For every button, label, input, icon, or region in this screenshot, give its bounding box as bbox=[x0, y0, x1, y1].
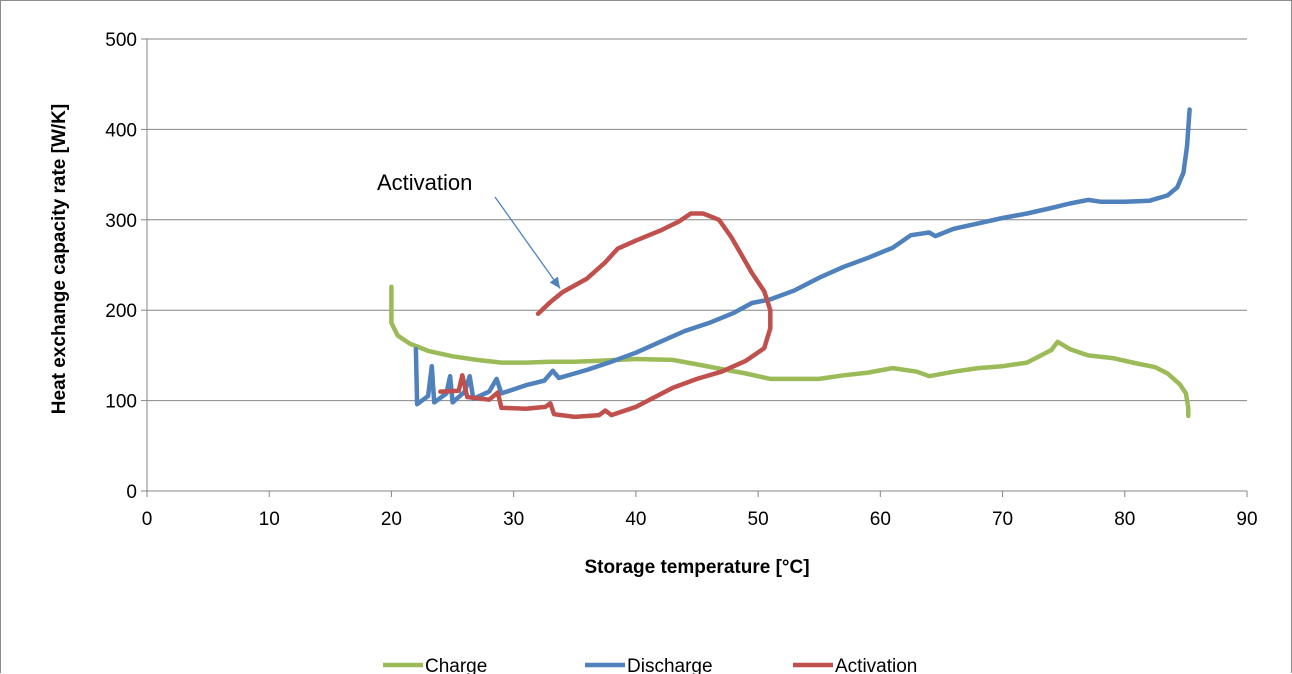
x-tick-label: 90 bbox=[1236, 509, 1257, 530]
y-tick-label: 200 bbox=[105, 301, 137, 322]
y-tick-label: 400 bbox=[105, 120, 137, 141]
x-tick-label: 50 bbox=[748, 509, 769, 530]
legend: Charge Discharge Activation bbox=[383, 656, 917, 674]
x-tick-label: 70 bbox=[992, 509, 1013, 530]
legend-label: Activation bbox=[835, 656, 917, 674]
x-tick-label: 10 bbox=[259, 509, 280, 530]
gridlines bbox=[147, 38, 1247, 402]
x-tick-label: 60 bbox=[870, 509, 891, 530]
series-line-charge bbox=[389, 284, 1191, 419]
x-tick-label: 40 bbox=[625, 509, 646, 530]
annotation-arrow bbox=[494, 196, 561, 289]
series-lines bbox=[389, 107, 1192, 420]
y-tick-label: 300 bbox=[105, 211, 137, 232]
y-tick-label: 500 bbox=[105, 30, 137, 51]
y-tick-label: 100 bbox=[105, 392, 137, 413]
annotation-label: Activation bbox=[377, 170, 472, 195]
annotation: Activation bbox=[377, 170, 561, 289]
x-tick-label: 80 bbox=[1114, 509, 1135, 530]
legend-item-discharge: Discharge bbox=[585, 656, 713, 674]
y-tick-label: 0 bbox=[126, 482, 137, 503]
x-tick-label: 0 bbox=[142, 509, 153, 530]
series-line-activation bbox=[438, 211, 773, 420]
axes: 0 100 200 300 400 500 0 10 20 30 40 50 60 70 80 90 bbox=[105, 30, 1257, 530]
x-tick-label: 20 bbox=[381, 509, 402, 530]
series-line-discharge bbox=[413, 107, 1192, 407]
annotation-arrowhead bbox=[549, 276, 561, 289]
x-axis-title: Storage temperature [°C] bbox=[584, 557, 809, 578]
legend-label: Charge bbox=[425, 656, 487, 674]
legend-item-activation: Activation bbox=[793, 656, 917, 674]
x-tick-label: 30 bbox=[503, 509, 524, 530]
legend-label: Discharge bbox=[627, 656, 713, 674]
y-axis-title: Heat exchange capacity rate [W/K] bbox=[49, 104, 70, 414]
legend-item-charge: Charge bbox=[383, 656, 487, 674]
